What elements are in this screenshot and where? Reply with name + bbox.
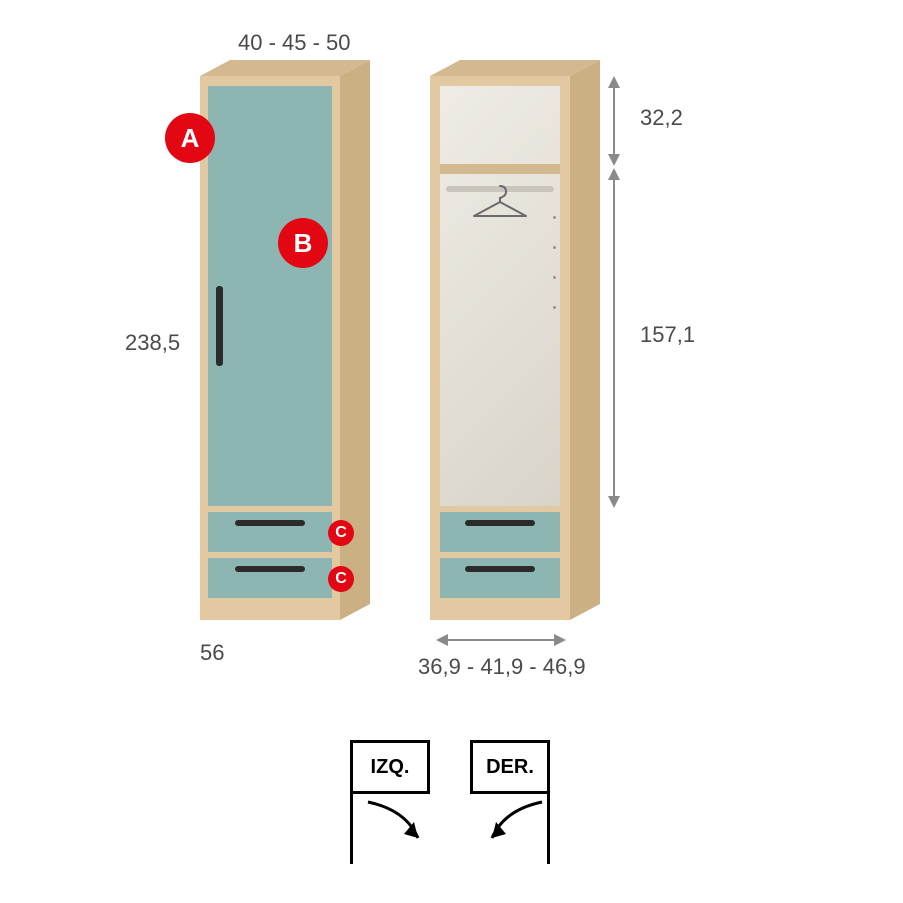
cabinet-open: [430, 60, 600, 620]
opening-left-arrow-icon: [360, 798, 430, 858]
drawer-handle: [235, 520, 305, 526]
dim-width-options: 40 - 45 - 50: [238, 30, 351, 56]
dim-line-hang: [604, 168, 638, 508]
cabinet-door: [208, 86, 332, 506]
opening-option-right: DER.: [470, 740, 550, 794]
opening-right-arrow-icon: [470, 798, 550, 858]
open-drawer-1: [440, 512, 560, 552]
drawer-handle: [465, 520, 535, 526]
opening-option-left: IZQ.: [350, 740, 430, 794]
badge-a: A: [165, 113, 215, 163]
dim-top-compartment: 32,2: [640, 105, 683, 131]
drawer-handle: [465, 566, 535, 572]
drawer-handle: [235, 566, 305, 572]
diagram-canvas: 40 - 45 - 50 A B C C 238,5 56: [0, 0, 903, 903]
hanger-icon: [470, 184, 530, 218]
dim-total-height: 238,5: [125, 330, 180, 356]
opening-right-label: DER.: [486, 756, 534, 779]
dim-line-top-compartment: [604, 76, 638, 166]
dim-hang-compartment: 157,1: [640, 322, 695, 348]
opening-left-hinge-line: [350, 794, 353, 864]
cabinet-drawer-2: [208, 558, 332, 598]
open-drawer-2: [440, 558, 560, 598]
badge-b: B: [278, 218, 328, 268]
cabinet-open-interior: [440, 86, 560, 506]
door-handle: [216, 286, 223, 366]
opening-left-label: IZQ.: [371, 756, 410, 779]
badge-c-2: C: [328, 566, 354, 592]
dim-line-inner-width: [436, 628, 566, 652]
dim-depth: 56: [200, 640, 224, 666]
interior-shelf: [440, 164, 560, 174]
dim-inner-width-options: 36,9 - 41,9 - 46,9: [418, 654, 586, 680]
cabinet-drawer-1: [208, 512, 332, 552]
badge-c-1: C: [328, 520, 354, 546]
